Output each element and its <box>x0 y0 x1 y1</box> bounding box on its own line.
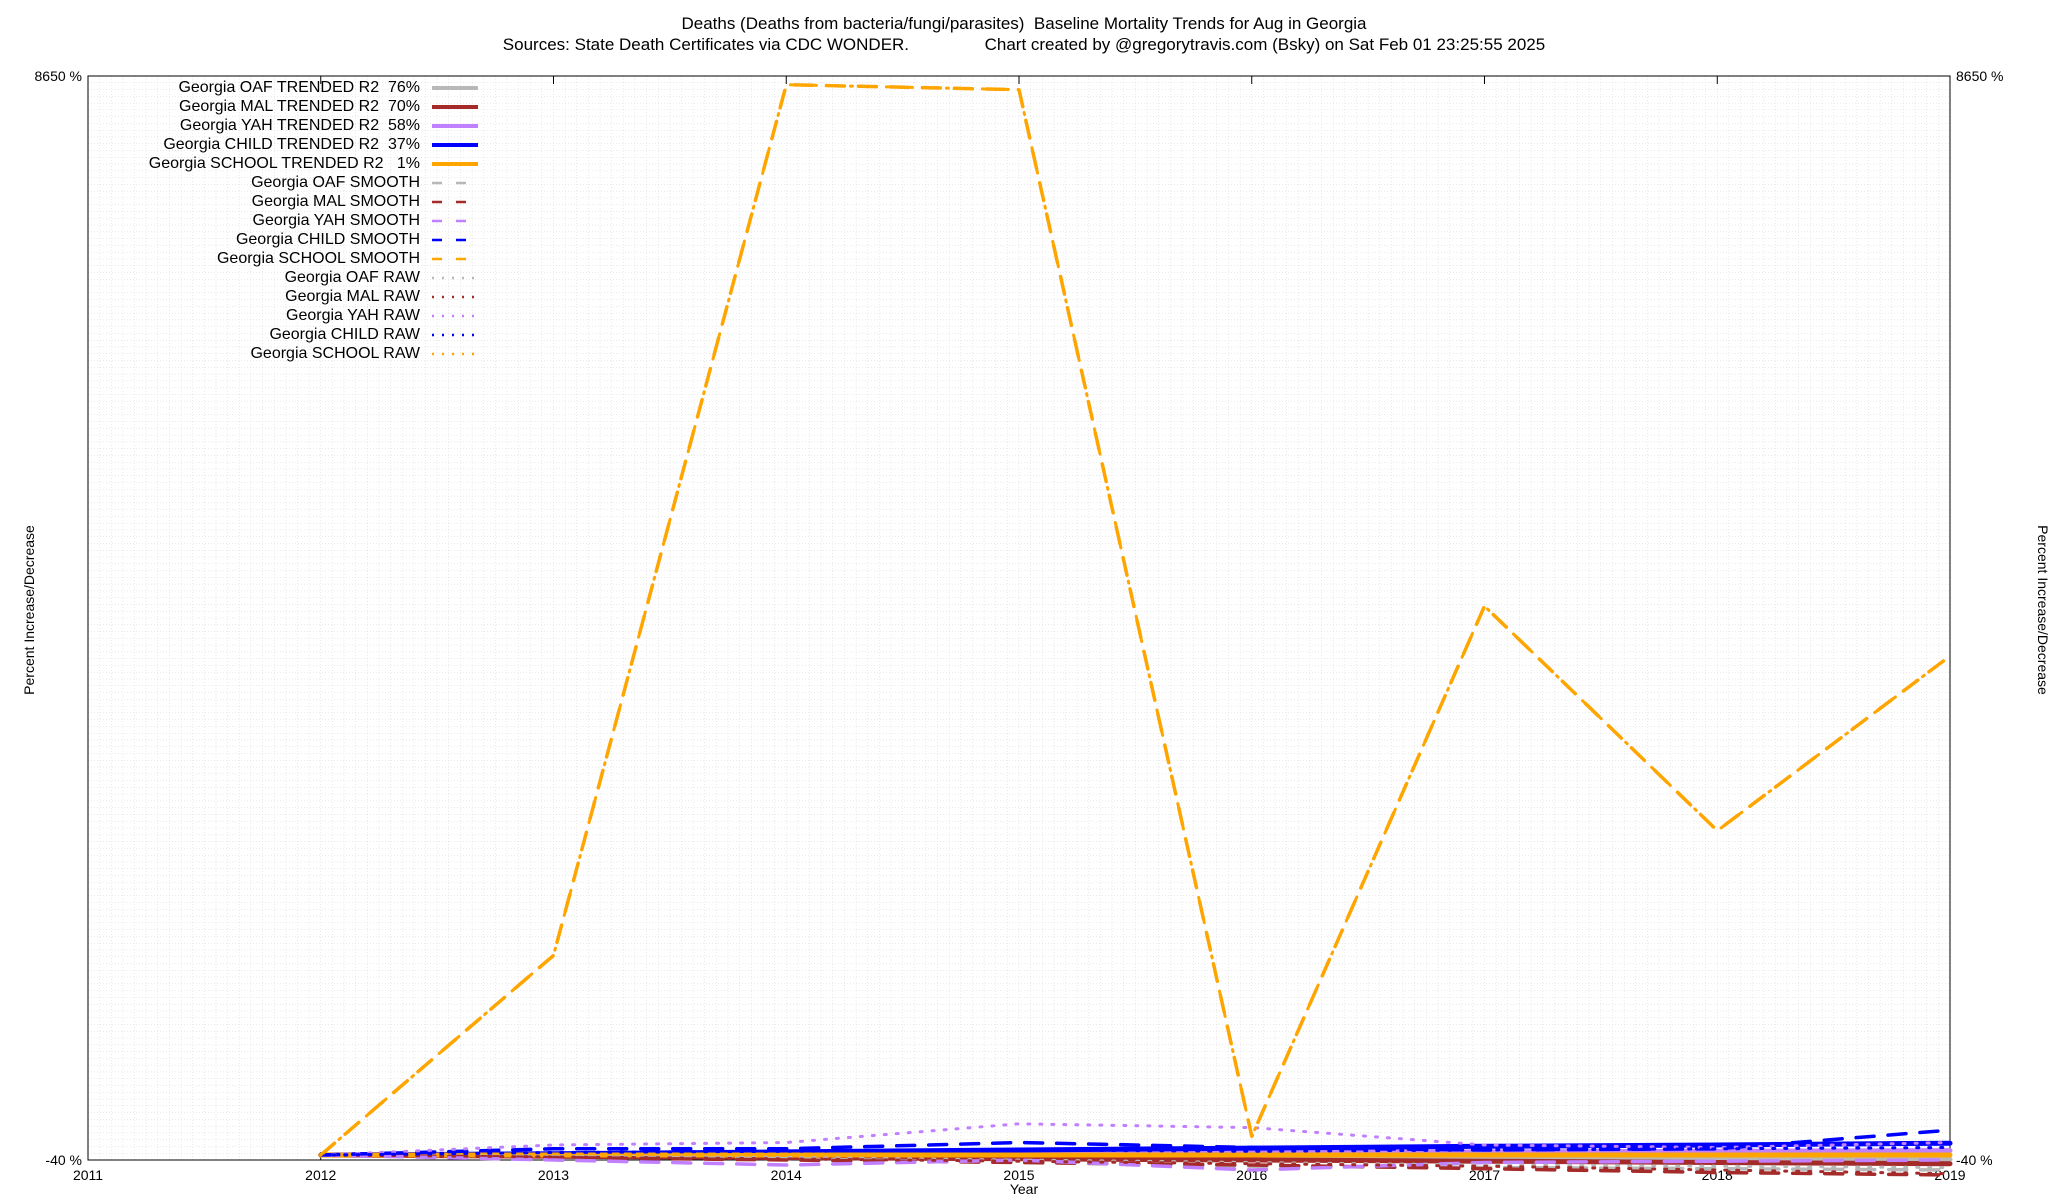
legend-label: Georgia YAH TRENDED R2 58% <box>179 116 420 134</box>
x-tick-label: 2012 <box>305 1167 336 1183</box>
x-tick-label: 2017 <box>1469 1167 1500 1183</box>
legend-label: Georgia MAL SMOOTH <box>251 192 420 210</box>
x-axis-label: Year <box>1009 1181 1039 1197</box>
legend: Georgia OAF TRENDED R2 76% Georgia MAL TR… <box>70 78 480 363</box>
legend-label: Georgia SCHOOL SMOOTH <box>216 249 420 267</box>
legend-label: Georgia CHILD TRENDED R2 37% <box>163 135 420 153</box>
legend-label: Georgia OAF TRENDED R2 76% <box>178 78 420 96</box>
y-tick-label-left: -40 % <box>45 1152 82 1168</box>
legend-label: Georgia CHILD RAW <box>269 325 420 343</box>
legend-item: Georgia OAF TRENDED R2 76% <box>70 78 480 97</box>
legend-label: Georgia OAF SMOOTH <box>251 173 420 191</box>
legend-label: Georgia CHILD SMOOTH <box>235 230 420 248</box>
legend-item: Georgia SCHOOL SMOOTH <box>70 249 480 268</box>
legend-label: Georgia MAL TRENDED R2 70% <box>179 97 420 115</box>
legend-swatch <box>432 314 478 317</box>
x-tick-label: 2014 <box>771 1167 802 1183</box>
legend-swatch <box>432 352 478 355</box>
legend-item: Georgia SCHOOL RAW <box>70 344 480 363</box>
y-tick-label-left: 8650 % <box>35 68 82 84</box>
legend-item: Georgia YAH TRENDED R2 58% <box>70 116 480 135</box>
legend-swatch <box>432 333 478 336</box>
series-line-georgia-yah-raw <box>319 1122 1952 1157</box>
legend-swatch <box>432 161 478 166</box>
legend-swatch <box>432 142 478 147</box>
legend-swatch <box>432 85 478 90</box>
legend-swatch <box>432 104 478 109</box>
y-tick-label-right: -40 % <box>1956 1152 1993 1168</box>
series-line-georgia-child-raw <box>319 1146 1952 1157</box>
legend-swatch <box>432 123 478 128</box>
series-line-georgia-oaf-raw <box>319 1153 1952 1169</box>
y-axis-label-left: Percent Increase/Decrease <box>20 525 37 695</box>
legend-label: Georgia YAH RAW <box>286 306 420 324</box>
legend-label: Georgia MAL RAW <box>285 287 420 305</box>
legend-swatch <box>432 295 478 298</box>
legend-swatch <box>432 181 478 184</box>
legend-item: Georgia YAH SMOOTH <box>70 211 480 230</box>
legend-item: Georgia CHILD RAW <box>70 325 480 344</box>
legend-label: Georgia YAH SMOOTH <box>252 211 420 229</box>
chart-subtitle: Sources: State Death Certificates via CD… <box>502 35 1546 54</box>
legend-item: Georgia CHILD SMOOTH <box>70 230 480 249</box>
legend-item: Georgia CHILD TRENDED R2 37% <box>70 135 480 154</box>
x-tick-label: 2019 <box>1934 1167 1965 1183</box>
x-tick-label: 2013 <box>538 1167 569 1183</box>
legend-swatch <box>432 219 478 222</box>
legend-item: Georgia SCHOOL TRENDED R2 1% <box>70 154 480 173</box>
y-axis-label-right: Percent Increase/Decrease <box>2034 525 2048 695</box>
series-line-georgia-yah-smooth <box>319 1153 1952 1172</box>
series-line-georgia-school-raw <box>319 83 1952 1157</box>
legend-item: Georgia OAF SMOOTH <box>70 173 480 192</box>
legend-swatch <box>432 200 478 203</box>
y-tick-label-right: 8650 % <box>1956 68 2003 84</box>
legend-label: Georgia SCHOOL RAW <box>250 344 420 362</box>
legend-label: Georgia SCHOOL TRENDED R2 1% <box>148 154 420 172</box>
legend-swatch <box>432 257 478 260</box>
legend-item: Georgia MAL TRENDED R2 70% <box>70 97 480 116</box>
legend-label: Georgia OAF RAW <box>284 268 420 286</box>
legend-item: Georgia MAL RAW <box>70 287 480 306</box>
legend-item: Georgia YAH RAW <box>70 306 480 325</box>
legend-item: Georgia OAF RAW <box>70 268 480 287</box>
x-tick-label: 2015 <box>1003 1167 1034 1183</box>
chart-title: Deaths (Deaths from bacteria/fungi/paras… <box>681 14 1367 33</box>
legend-swatch <box>432 276 478 279</box>
legend-item: Georgia MAL SMOOTH <box>70 192 480 211</box>
x-tick-label: 2011 <box>73 1167 103 1183</box>
series-line-georgia-mal-raw <box>319 1153 1952 1176</box>
legend-swatch <box>432 238 478 241</box>
